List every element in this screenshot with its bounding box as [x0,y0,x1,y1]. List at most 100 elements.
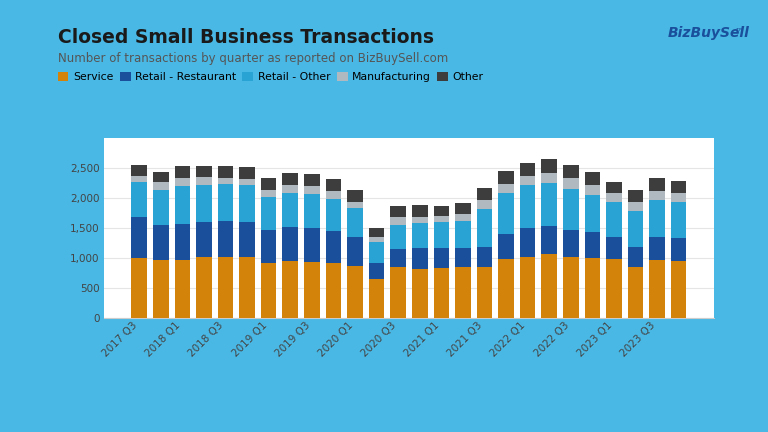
Bar [196,257,212,318]
Bar [455,221,471,248]
Bar [520,163,535,177]
Bar [174,166,190,178]
Bar [606,237,622,259]
Bar [218,221,233,257]
Bar [434,206,449,216]
Bar [369,238,384,241]
Bar [498,259,514,318]
Bar [671,202,687,238]
Bar [304,228,319,262]
Bar [477,247,492,267]
Bar [304,262,319,318]
Text: ™: ™ [735,26,745,36]
Bar [369,229,384,238]
Bar [606,202,622,237]
Bar [326,231,341,263]
Bar [477,209,492,247]
Bar [477,267,492,318]
Bar [498,193,514,234]
Bar [174,260,190,318]
Bar [650,191,665,200]
Text: Number of transactions by quarter as reported on BizBuySell.com: Number of transactions by quarter as rep… [58,52,448,65]
Bar [434,216,449,222]
Bar [196,185,212,222]
Bar [153,260,168,318]
Bar [650,178,665,191]
Bar [412,248,428,269]
Bar [455,213,471,221]
Bar [390,249,406,267]
Bar [563,257,578,318]
Bar [650,238,665,260]
Bar [584,258,600,318]
Bar [477,188,492,200]
Bar [369,241,384,263]
Bar [671,193,687,202]
Bar [153,172,168,182]
Bar [174,178,190,186]
Bar [627,190,644,202]
Bar [412,223,428,248]
Bar [240,179,255,185]
Bar [218,178,233,184]
Bar [477,200,492,209]
Bar [261,190,276,197]
Bar [304,186,319,194]
Bar [304,174,319,186]
Bar [131,176,147,182]
Bar [563,189,578,230]
Text: BizBuySell: BizBuySell [668,26,750,40]
Bar [347,190,362,202]
Bar [347,208,362,237]
Bar [671,238,687,261]
Bar [153,226,168,260]
Bar [283,261,298,318]
Bar [498,234,514,259]
Bar [606,193,622,202]
Bar [584,232,600,258]
Bar [390,217,406,225]
Bar [671,181,687,193]
Bar [369,279,384,318]
Bar [196,166,212,177]
Bar [455,248,471,267]
Bar [218,184,233,221]
Bar [326,263,341,318]
Bar [434,268,449,318]
Bar [627,202,644,211]
Bar [283,193,298,227]
Bar [347,266,362,318]
Bar [174,224,190,260]
Bar [131,258,147,318]
Text: Closed Small Business Transactions: Closed Small Business Transactions [58,28,434,47]
Bar [369,263,384,279]
Bar [131,217,147,258]
Bar [326,199,341,231]
Bar [563,178,578,189]
Bar [240,167,255,179]
Bar [498,184,514,193]
Bar [606,182,622,193]
Bar [627,211,644,247]
Bar [584,185,600,195]
Bar [455,267,471,318]
Legend: Service, Retail - Restaurant, Retail - Other, Manufacturing, Other: Service, Retail - Restaurant, Retail - O… [58,73,484,83]
Bar [131,165,147,176]
Bar [326,191,341,199]
Bar [153,190,168,226]
Bar [218,257,233,318]
Bar [650,260,665,318]
Bar [326,179,341,191]
Bar [412,269,428,318]
Bar [390,267,406,318]
Bar [261,178,276,190]
Bar [584,172,600,185]
Bar [606,259,622,318]
Bar [520,229,535,257]
Bar [412,205,428,216]
Bar [541,183,557,226]
Bar [131,182,147,217]
Bar [584,195,600,232]
Bar [261,197,276,230]
Bar [563,165,578,178]
